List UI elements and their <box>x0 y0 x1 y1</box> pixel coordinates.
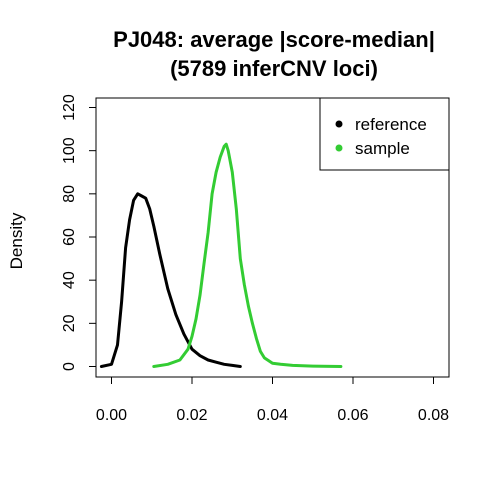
x-tick-label: 0.02 <box>176 407 207 424</box>
y-tick-label: 0 <box>61 362 78 371</box>
y-tick-label: 80 <box>61 185 78 203</box>
legend-label-reference: reference <box>355 115 427 134</box>
y-tick-label: 60 <box>61 228 78 246</box>
series-layer <box>99 142 343 368</box>
series-line-reference <box>99 192 242 368</box>
legend-marker-reference <box>335 120 343 128</box>
x-tick-label: 0.06 <box>337 407 368 424</box>
x-axis: 0.00 0.02 0.04 0.06 0.08 <box>96 376 449 424</box>
y-tick-label: 120 <box>61 94 78 121</box>
legend-label-sample: sample <box>355 139 410 158</box>
chart-title-line1: PJ048: average |score-median| <box>113 27 435 52</box>
x-tick-label: 0.04 <box>257 407 288 424</box>
y-axis-label: Density <box>7 212 26 269</box>
legend-marker-sample <box>335 144 343 152</box>
y-axis: 0 20 40 60 80 100 120 <box>61 94 97 371</box>
series-line-sample <box>152 142 343 368</box>
legend: reference sample <box>319 97 450 171</box>
y-tick-label: 20 <box>61 314 78 332</box>
y-tick-label: 100 <box>61 137 78 164</box>
x-tick-label: 0.00 <box>96 407 127 424</box>
legend-box <box>319 97 450 171</box>
y-tick-label: 40 <box>61 271 78 289</box>
x-tick-label: 0.08 <box>418 407 449 424</box>
chart-title-line2: (5789 inferCNV loci) <box>170 56 378 81</box>
